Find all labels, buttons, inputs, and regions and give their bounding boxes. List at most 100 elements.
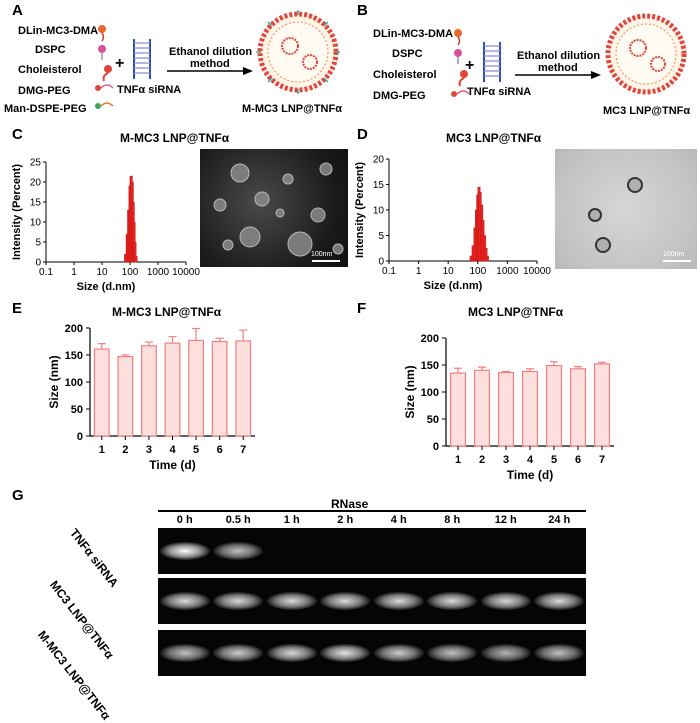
tem-image-c: 100nm (200, 149, 348, 267)
x-axis-label: Size (d.nm) (424, 280, 483, 292)
gel-band (427, 644, 478, 662)
y-tick-label: 0 (35, 258, 41, 269)
panel-label-c: C (12, 126, 23, 143)
arrow-icon (167, 67, 253, 75)
gel-row-label: TNFα siRNA (66, 526, 122, 590)
component-label: DLin-MC3-DMA (18, 25, 99, 37)
y-tick-label: 25 (30, 158, 42, 169)
x-axis-label: Size (d.nm) (77, 281, 136, 293)
chart-title-d: MC3 LNP@TNFα (446, 131, 542, 145)
lane-label: 24 h (548, 514, 571, 526)
component-label: DMG-PEG (373, 90, 426, 102)
gel-band (159, 542, 210, 560)
lane-label: 12 h (494, 514, 517, 526)
size-distribution-chart-c: 0.1 1 10 100 1000 10000 0 5 10 15 20 25 Size (d.nm) I… (11, 158, 200, 294)
gel-band (534, 644, 585, 662)
y-tick-label: 150 (421, 360, 439, 372)
x-tick-label: 1000 (147, 267, 170, 278)
lipid-icons (451, 29, 470, 97)
bar (188, 339, 204, 437)
x-tick-label: 1 (455, 454, 461, 466)
x-tick-label: 0.1 (39, 267, 53, 278)
y-tick-label: 200 (421, 333, 439, 345)
lane-label: 0.5 h (225, 514, 251, 526)
y-tick-label: 50 (71, 404, 83, 416)
plus-sign: + (115, 55, 125, 72)
x-tick-label: 6 (575, 454, 581, 466)
stability-chart-f: 0 50 100 150 200 1 2 3 4 5 6 7 Time (d) Size (nm) (403, 333, 614, 482)
chart-title-f: MC3 LNP@TNFα (468, 305, 564, 319)
x-tick-label: 2 (122, 444, 128, 456)
component-label: Choleisterol (373, 69, 437, 81)
x-tick-label: 10 (96, 267, 108, 278)
gel-band (213, 592, 264, 610)
sirna-icon (483, 42, 501, 82)
gel-band (480, 592, 531, 610)
gel-band (266, 592, 317, 610)
y-tick-label: 10 (30, 218, 42, 229)
y-tick-label: 15 (30, 198, 42, 209)
y-axis-label: Size (nm) (47, 355, 61, 408)
gel-band (534, 592, 585, 610)
gel-row (158, 528, 586, 574)
y-axis-label: Intensity (Percent) (354, 162, 366, 258)
scale-bar-label: 100nm (311, 251, 333, 258)
x-axis-label: Time (d) (507, 468, 553, 482)
bar (545, 364, 563, 447)
x-tick-label: 1 (71, 267, 77, 278)
sirna-label: TNFα siRNA (117, 84, 182, 96)
gel-row (158, 578, 586, 624)
bar (569, 368, 587, 447)
y-tick-label: 15 (373, 180, 385, 191)
panel-label-a: A (12, 2, 23, 19)
x-axis-label: Time (d) (149, 458, 195, 472)
bar (164, 342, 181, 437)
bar (449, 372, 467, 447)
lane-label: 2 h (337, 514, 354, 526)
bar (211, 340, 228, 437)
chart-title-c: M-MC3 LNP@TNFα (120, 131, 230, 145)
y-tick-label: 50 (427, 414, 439, 426)
component-label: DSPC (35, 44, 66, 56)
bar (117, 356, 134, 437)
gel-band (320, 644, 371, 662)
method-label: Ethanol dilution (517, 50, 601, 62)
bar (235, 340, 252, 437)
component-label: DSPC (392, 48, 423, 60)
distribution-bar (134, 255, 138, 263)
gel-band (373, 644, 424, 662)
lane-label: 4 h (390, 514, 407, 526)
y-axis-label: Intensity (Percent) (11, 164, 23, 260)
method-label: Ethanol dilution (169, 46, 253, 58)
arrow-icon (515, 71, 601, 79)
gel-row-labels: TNFα siRNA MC3 LNP@TNFα M-MC3 LNP@TNFα (0, 500, 160, 723)
bar (593, 363, 611, 447)
x-tick-label: 100 (469, 266, 486, 277)
tem-image-d: 100nm (555, 149, 697, 269)
component-label: Choleisterol (18, 64, 82, 76)
lane-label: 0 h (176, 514, 193, 526)
x-tick-label: 1 (416, 266, 422, 277)
bar (521, 370, 539, 447)
y-tick-label: 0 (77, 431, 83, 443)
component-label: Man-DSPE-PEG (4, 103, 87, 115)
sirna-icon (133, 39, 151, 79)
y-tick-label: 150 (65, 350, 83, 362)
size-distribution-chart-d: 0.1 1 10 100 1000 10000 0 5 10 15 20 Size (d.nm) Int… (354, 155, 551, 293)
sirna-label: TNFα siRNA (467, 86, 532, 98)
panel-label-b: B (357, 2, 368, 19)
x-tick-label: 2 (479, 454, 485, 466)
bar (497, 371, 515, 447)
lane-label: 8 h (444, 514, 461, 526)
tem-particles (213, 162, 344, 262)
y-axis-label: Size (nm) (403, 365, 417, 418)
scheme-b: DLin-MC3-DMA DSPC Choleisterol DMG-PEG +… (0, 0, 700, 125)
x-tick-label: 10000 (523, 266, 551, 277)
panel-label-f: F (357, 300, 367, 317)
gel-band (320, 592, 371, 610)
rnase-header: RNase (331, 497, 369, 511)
y-tick-label: 5 (35, 238, 41, 249)
gel-lane-labels: 0 h 0.5 h 1 h 2 h 4 h 8 h 12 h 24 h (158, 514, 586, 528)
bar (141, 345, 157, 437)
panel-label-e: E (12, 300, 23, 317)
